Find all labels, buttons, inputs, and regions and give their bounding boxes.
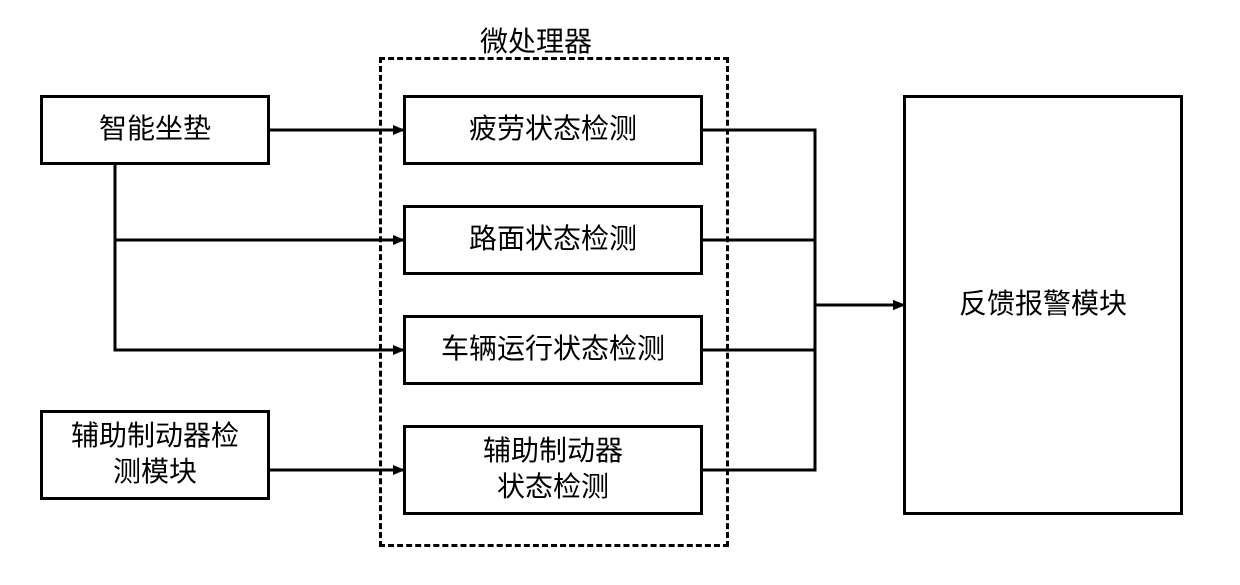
edge-road-feedback xyxy=(703,240,903,305)
smart-cushion-box: 智能坐垫 xyxy=(40,95,270,165)
vehicle-label: 车辆运行状态检测 xyxy=(441,332,665,368)
processor-group-label: 微处理器 xyxy=(480,20,592,60)
edge-cushion-road xyxy=(115,165,403,240)
feedback-label: 反馈报警模块 xyxy=(959,287,1127,323)
road-label: 路面状态检测 xyxy=(469,222,637,258)
edge-fatigue-feedback xyxy=(703,130,903,305)
feedback-box: 反馈报警模块 xyxy=(903,95,1183,515)
edge-vehicle-feedback xyxy=(703,305,903,350)
aux-brake-module-label: 辅助制动器检 测模块 xyxy=(71,419,239,492)
road-box: 路面状态检测 xyxy=(403,205,703,275)
edge-auxstate-feedback xyxy=(703,305,903,470)
fatigue-label: 疲劳状态检测 xyxy=(469,112,637,148)
edge-cushion-vehicle xyxy=(115,165,403,350)
vehicle-box: 车辆运行状态检测 xyxy=(403,315,703,385)
aux-brake-state-box: 辅助制动器 状态检测 xyxy=(403,425,703,515)
aux-brake-module-box: 辅助制动器检 测模块 xyxy=(40,410,270,500)
smart-cushion-label: 智能坐垫 xyxy=(99,112,211,148)
fatigue-box: 疲劳状态检测 xyxy=(403,95,703,165)
aux-brake-state-label: 辅助制动器 状态检测 xyxy=(483,434,623,507)
